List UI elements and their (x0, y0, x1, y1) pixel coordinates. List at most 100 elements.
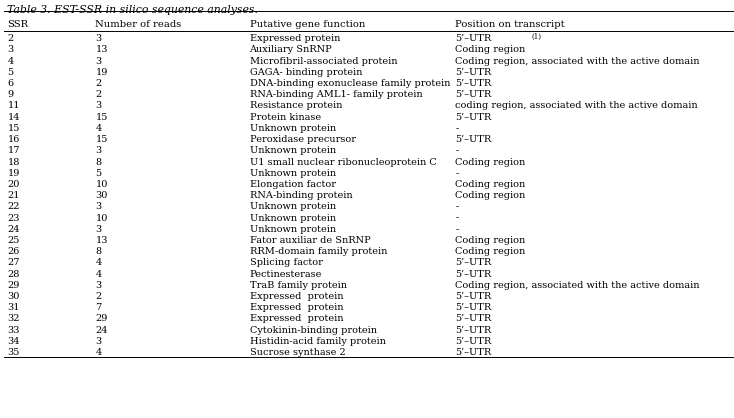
Text: 3: 3 (95, 337, 102, 346)
Text: Unknown protein: Unknown protein (250, 146, 335, 155)
Text: Unknown protein: Unknown protein (250, 214, 335, 222)
Text: Coding region: Coding region (455, 191, 526, 200)
Text: Unknown protein: Unknown protein (250, 225, 335, 234)
Text: 3: 3 (95, 146, 102, 155)
Text: 29: 29 (7, 281, 20, 290)
Text: 4: 4 (95, 348, 102, 357)
Text: Sucrose synthase 2: Sucrose synthase 2 (250, 348, 345, 357)
Text: U1 small nuclear ribonucleoprotein C: U1 small nuclear ribonucleoprotein C (250, 158, 436, 166)
Text: 3: 3 (95, 202, 102, 212)
Text: 31: 31 (7, 303, 20, 312)
Text: 33: 33 (7, 326, 20, 334)
Text: 5’–UTR: 5’–UTR (455, 314, 491, 324)
Text: 8: 8 (95, 158, 101, 166)
Text: Number of reads: Number of reads (95, 20, 182, 29)
Text: Cytokinin-binding protein: Cytokinin-binding protein (250, 326, 377, 334)
Text: 28: 28 (7, 270, 20, 278)
Text: 22: 22 (7, 202, 20, 212)
Text: 14: 14 (7, 113, 20, 122)
Text: 5: 5 (95, 169, 101, 178)
Text: Coding region, associated with the active domain: Coding region, associated with the activ… (455, 281, 700, 290)
Text: 34: 34 (7, 337, 20, 346)
Text: coding region, associated with the active domain: coding region, associated with the activ… (455, 102, 698, 110)
Text: 18: 18 (7, 158, 20, 166)
Text: GAGA- binding protein: GAGA- binding protein (250, 68, 362, 77)
Text: 5’–UTR: 5’–UTR (455, 113, 491, 122)
Text: 21: 21 (7, 191, 20, 200)
Text: 10: 10 (95, 214, 108, 222)
Text: -: - (455, 146, 458, 155)
Text: 5’–UTR: 5’–UTR (455, 270, 491, 278)
Text: 5’–UTR: 5’–UTR (455, 348, 491, 357)
Text: 2: 2 (95, 292, 102, 301)
Text: 13: 13 (95, 236, 108, 245)
Text: Position on transcript: Position on transcript (455, 20, 564, 29)
Text: Pectinesterase: Pectinesterase (250, 270, 322, 278)
Text: SSR: SSR (7, 20, 29, 29)
Text: Auxiliary SnRNP: Auxiliary SnRNP (250, 46, 333, 54)
Text: 5’–UTR: 5’–UTR (455, 326, 491, 334)
Text: 2: 2 (95, 90, 102, 99)
Text: 30: 30 (95, 191, 108, 200)
Text: 2: 2 (7, 34, 14, 43)
Text: Table 3. EST-SSR in silico sequence analyses.: Table 3. EST-SSR in silico sequence anal… (7, 5, 258, 15)
Text: 30: 30 (7, 292, 20, 301)
Text: 5’–UTR: 5’–UTR (455, 337, 491, 346)
Text: 25: 25 (7, 236, 20, 245)
Text: Expressed  protein: Expressed protein (250, 314, 343, 324)
Text: 9: 9 (7, 90, 13, 99)
Text: Coding region: Coding region (455, 180, 526, 189)
Text: 24: 24 (95, 326, 108, 334)
Text: -: - (455, 214, 458, 222)
Text: 15: 15 (95, 135, 108, 144)
Text: 4: 4 (95, 124, 102, 133)
Text: 5’–UTR: 5’–UTR (455, 303, 491, 312)
Text: Peroxidase precursor: Peroxidase precursor (250, 135, 355, 144)
Text: 3: 3 (7, 46, 14, 54)
Text: 6: 6 (7, 79, 13, 88)
Text: 19: 19 (7, 169, 20, 178)
Text: 24: 24 (7, 225, 20, 234)
Text: Splicing factor: Splicing factor (250, 258, 322, 268)
Text: Coding region: Coding region (455, 247, 526, 256)
Text: 5: 5 (7, 68, 13, 77)
Text: 15: 15 (7, 124, 20, 133)
Text: 32: 32 (7, 314, 20, 324)
Text: -: - (455, 124, 458, 133)
Text: 27: 27 (7, 258, 20, 268)
Text: 10: 10 (95, 180, 108, 189)
Text: Coding region: Coding region (455, 158, 526, 166)
Text: RNA-binding protein: RNA-binding protein (250, 191, 352, 200)
Text: 4: 4 (7, 57, 14, 66)
Text: (1): (1) (531, 33, 542, 41)
Text: 3: 3 (95, 34, 102, 43)
Text: Putative gene function: Putative gene function (250, 20, 365, 29)
Text: 4: 4 (95, 270, 102, 278)
Text: Coding region: Coding region (455, 46, 526, 54)
Text: 35: 35 (7, 348, 20, 357)
Text: 17: 17 (7, 146, 20, 155)
Text: 3: 3 (95, 225, 102, 234)
Text: 11: 11 (7, 102, 20, 110)
Text: 16: 16 (7, 135, 20, 144)
Text: DNA-binding exonuclease family protein: DNA-binding exonuclease family protein (250, 79, 450, 88)
Text: 5’–UTR: 5’–UTR (455, 135, 491, 144)
Text: Unknown protein: Unknown protein (250, 169, 335, 178)
Text: 5’–UTR: 5’–UTR (455, 68, 491, 77)
Text: 7: 7 (95, 303, 102, 312)
Text: Coding region: Coding region (455, 236, 526, 245)
Text: Expressed  protein: Expressed protein (250, 303, 343, 312)
Text: -: - (455, 169, 458, 178)
Text: -: - (455, 225, 458, 234)
Text: 2: 2 (95, 79, 102, 88)
Text: 5’–UTR: 5’–UTR (455, 292, 491, 301)
Text: 3: 3 (95, 57, 102, 66)
Text: Coding region, associated with the active domain: Coding region, associated with the activ… (455, 57, 700, 66)
Text: TraB family protein: TraB family protein (250, 281, 346, 290)
Text: RRM-domain family protein: RRM-domain family protein (250, 247, 387, 256)
Text: 3: 3 (95, 102, 102, 110)
Text: Unknown protein: Unknown protein (250, 202, 335, 212)
Text: 5’–UTR: 5’–UTR (455, 79, 491, 88)
Text: 4: 4 (95, 258, 102, 268)
Text: 5’–UTR: 5’–UTR (455, 90, 491, 99)
